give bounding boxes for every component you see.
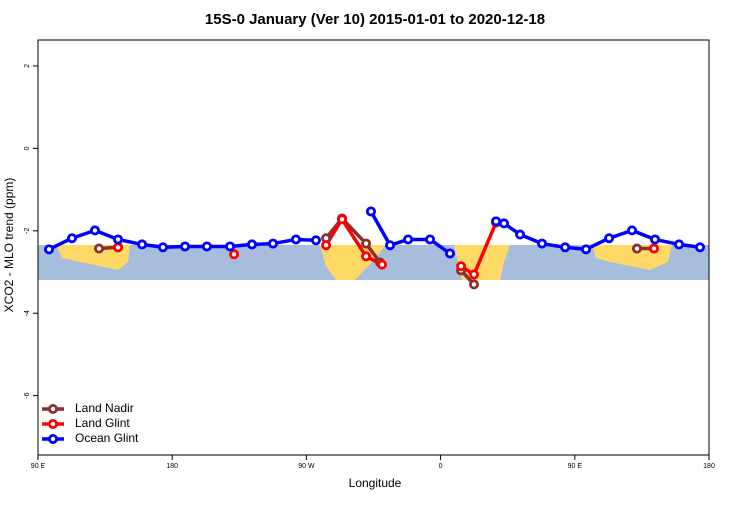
x-tick-label: 180: [703, 463, 715, 470]
legend-marker: [48, 403, 59, 414]
y-tick-label: -2: [24, 228, 31, 234]
data-point: [229, 249, 240, 260]
data-point: [403, 234, 414, 245]
y-tick-label: 0: [24, 146, 31, 150]
data-point: [491, 216, 502, 227]
data-point: [425, 234, 436, 245]
data-point: [225, 241, 236, 252]
data-point: [321, 240, 332, 251]
data-point: [113, 234, 124, 245]
data-point: [44, 244, 55, 255]
y-axis-label: XCO2 - MLO trend (ppm): [2, 178, 16, 313]
x-tick-label: 90 E: [31, 463, 46, 470]
data-point: [674, 239, 685, 250]
x-tick-label: 90 E: [568, 463, 583, 470]
y-tick-label: -6: [24, 392, 31, 398]
data-point: [365, 206, 376, 217]
y-tick-label: 2: [24, 64, 31, 68]
data-point: [650, 234, 661, 245]
x-tick-label: 180: [166, 463, 178, 470]
data-point: [456, 261, 467, 272]
map-band: [38, 245, 709, 280]
x-tick-label: 90 W: [298, 463, 315, 470]
x-tick-label: 0: [439, 463, 443, 470]
data-point: [201, 241, 212, 252]
data-point: [180, 241, 191, 252]
data-point: [515, 229, 526, 240]
chart-title: 15S-0 January (Ver 10) 2015-01-01 to 202…: [205, 11, 545, 28]
legend-marker: [48, 418, 59, 429]
data-point: [695, 242, 706, 253]
x-axis-label: Longitude: [349, 476, 402, 490]
data-point: [157, 242, 168, 253]
data-point: [385, 240, 396, 251]
data-point: [113, 242, 124, 253]
land: [454, 245, 510, 280]
data-point: [469, 269, 480, 280]
data-point: [376, 259, 387, 270]
plot-frame: [37, 39, 710, 456]
data-point: [89, 225, 100, 236]
data-point: [444, 248, 455, 259]
data-point: [631, 243, 642, 254]
data-point: [498, 218, 509, 229]
data-point: [580, 244, 591, 255]
data-point: [93, 243, 104, 254]
legend-label: Land Glint: [75, 416, 130, 430]
y-tick-label: -4: [24, 310, 31, 316]
data-point: [361, 238, 372, 249]
series-line: [98, 216, 654, 286]
land: [56, 245, 130, 270]
legend-label: Ocean Glint: [75, 431, 139, 445]
data-point: [469, 279, 480, 290]
legend-label: Land Nadir: [75, 401, 134, 415]
data-point: [310, 235, 321, 246]
data-point: [560, 242, 571, 253]
data-point: [290, 234, 301, 245]
data-point: [267, 238, 278, 249]
data-point: [648, 243, 659, 254]
data-point: [337, 214, 348, 225]
data-point: [66, 233, 77, 244]
data-point: [604, 233, 615, 244]
data-point: [627, 225, 638, 236]
data-point: [137, 239, 148, 250]
data-point: [246, 239, 257, 250]
data-point: [536, 238, 547, 249]
data-point: [361, 251, 372, 262]
legend-marker: [48, 433, 59, 444]
